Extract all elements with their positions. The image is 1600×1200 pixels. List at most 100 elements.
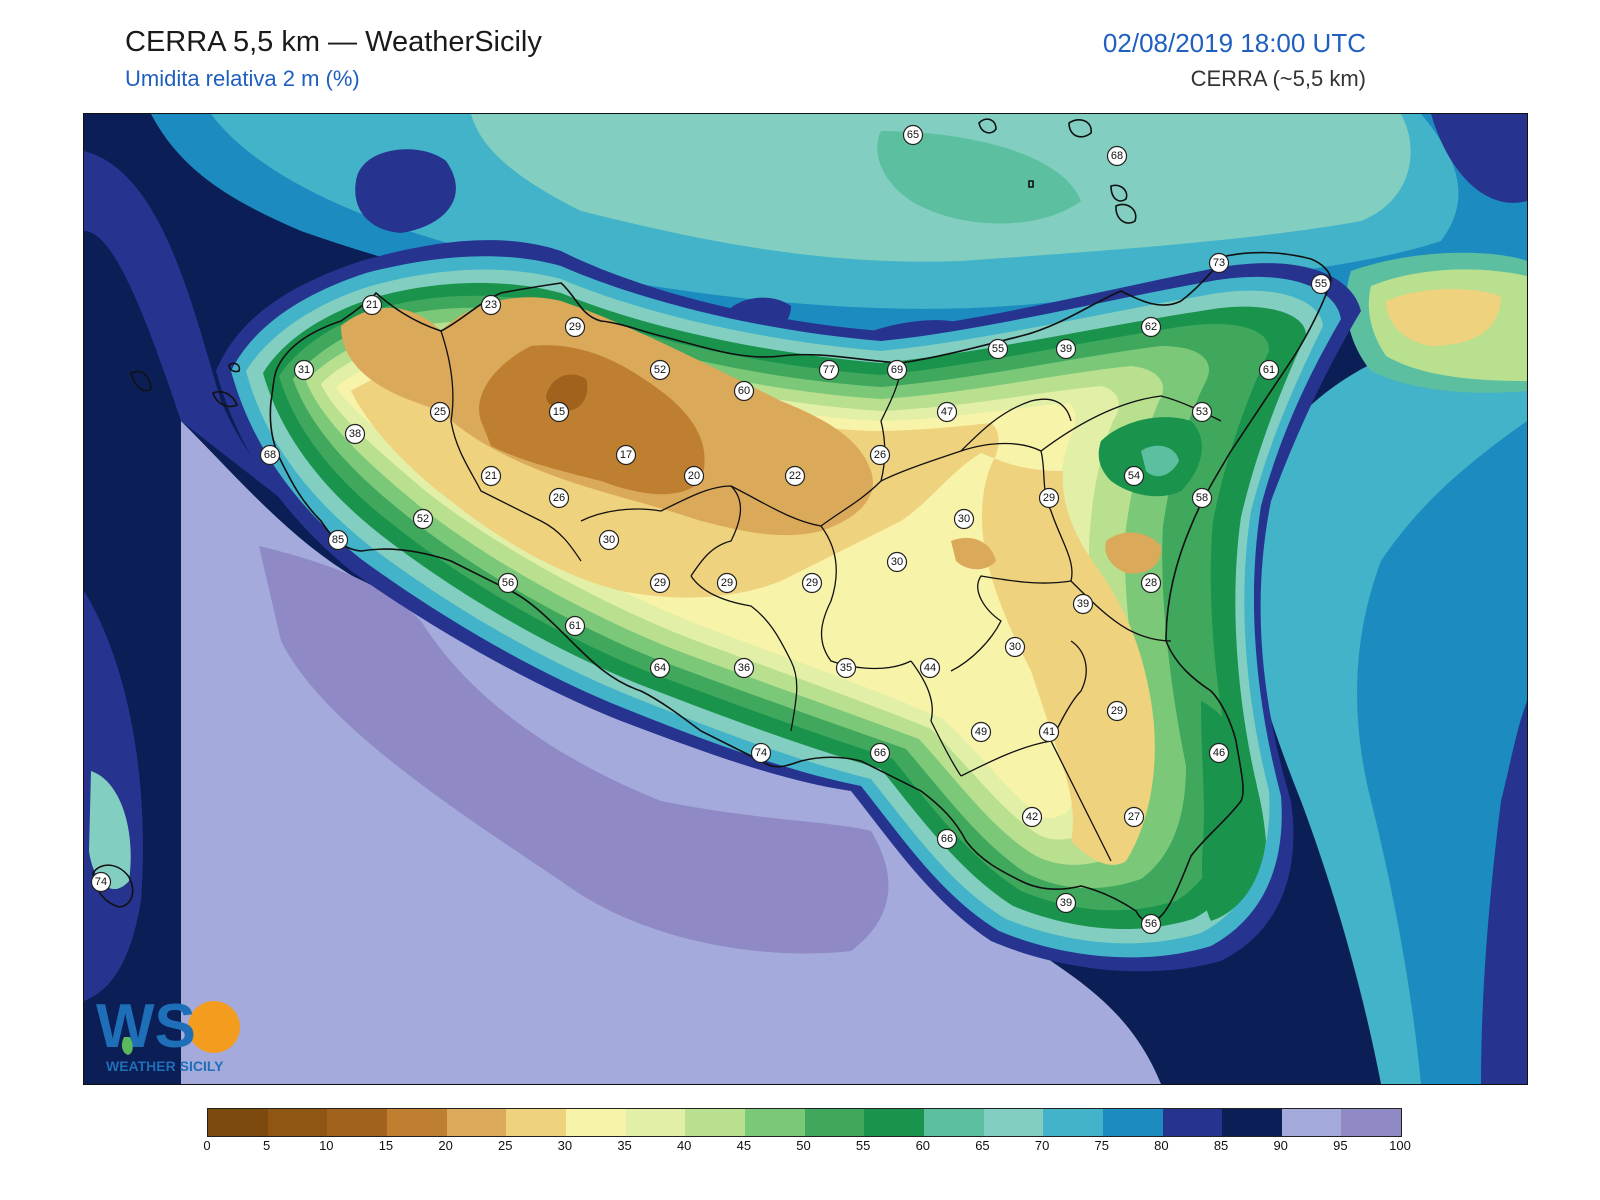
- station-marker[interactable]: 64: [649, 657, 671, 679]
- east-sea-band-80: [1357, 421, 1527, 1084]
- station-value: 22: [789, 470, 801, 482]
- station-marker[interactable]: 66: [936, 828, 958, 850]
- station-marker[interactable]: 30: [953, 508, 975, 530]
- station-marker[interactable]: 29: [649, 572, 671, 594]
- station-marker[interactable]: 30: [886, 551, 908, 573]
- colorbar-tick-label: 20: [438, 1138, 453, 1153]
- station-value: 55: [992, 343, 1004, 355]
- station-marker[interactable]: 61: [564, 615, 586, 637]
- station-marker[interactable]: 29: [1038, 487, 1060, 509]
- logo-letters: WS: [96, 992, 196, 1061]
- station-marker[interactable]: 52: [412, 508, 434, 530]
- east-sea-band-85: [1481, 701, 1527, 1084]
- station-marker[interactable]: 44: [919, 657, 941, 679]
- island-east-teal-patch: [1141, 445, 1179, 477]
- station-marker[interactable]: 30: [1004, 636, 1026, 658]
- valid-datetime: 02/08/2019 18:00 UTC: [1102, 28, 1366, 58]
- station-value: 69: [891, 364, 903, 376]
- station-value: 29: [654, 577, 666, 589]
- station-marker[interactable]: 66: [869, 742, 891, 764]
- station-marker[interactable]: 52: [649, 359, 671, 381]
- station-marker[interactable]: 68: [1106, 145, 1128, 167]
- station-marker[interactable]: 35: [835, 657, 857, 679]
- station-marker[interactable]: 41: [1038, 721, 1060, 743]
- station-value: 23: [485, 299, 497, 311]
- station-marker[interactable]: 21: [361, 294, 383, 316]
- colorbar-tick-label: 60: [915, 1138, 931, 1153]
- station-value: 39: [1060, 897, 1072, 909]
- station-marker[interactable]: 56: [1140, 913, 1162, 935]
- map-subtitle: Umidita relativa 2 m (%): [125, 66, 360, 91]
- station-value: 74: [755, 747, 767, 759]
- station-marker[interactable]: 61: [1258, 359, 1280, 381]
- station-value: 61: [569, 620, 581, 632]
- station-marker[interactable]: 29: [564, 316, 586, 338]
- station-marker[interactable]: 73: [1208, 252, 1230, 274]
- colorbar-tick-label: 5: [263, 1138, 271, 1153]
- station-marker[interactable]: 55: [987, 338, 1009, 360]
- station-marker[interactable]: 74: [750, 742, 772, 764]
- colorbar-cell: [446, 1109, 507, 1136]
- colorbar-tick-label: 95: [1333, 1138, 1348, 1153]
- model-label: CERRA (~5,5 km): [1190, 66, 1366, 91]
- station-value: 29: [806, 577, 818, 589]
- logo-leaf-icon: [121, 1037, 133, 1055]
- station-marker[interactable]: 69: [886, 359, 908, 381]
- station-marker[interactable]: 36: [733, 657, 755, 679]
- station-marker[interactable]: 60: [733, 380, 755, 402]
- station-value: 55: [1315, 278, 1327, 290]
- station-value: 15: [553, 406, 565, 418]
- station-marker[interactable]: 26: [548, 487, 570, 509]
- colorbar-cell: [1043, 1109, 1103, 1136]
- station-marker[interactable]: 21: [480, 465, 502, 487]
- station-value: 56: [502, 577, 514, 589]
- station-marker[interactable]: 15: [548, 401, 570, 423]
- station-marker[interactable]: 56: [497, 572, 519, 594]
- station-marker[interactable]: 58: [1191, 487, 1213, 509]
- station-marker[interactable]: 20: [683, 465, 705, 487]
- station-marker[interactable]: 42: [1021, 806, 1043, 828]
- station-marker[interactable]: 31: [293, 359, 315, 381]
- station-marker[interactable]: 29: [801, 572, 823, 594]
- province-borders: [440, 330, 1222, 862]
- station-marker[interactable]: 38: [344, 423, 366, 445]
- station-marker[interactable]: 46: [1208, 742, 1230, 764]
- station-marker[interactable]: 54: [1123, 465, 1145, 487]
- station-marker[interactable]: 39: [1072, 593, 1094, 615]
- station-marker[interactable]: 39: [1055, 338, 1077, 360]
- station-marker[interactable]: 65: [902, 124, 924, 146]
- station-marker[interactable]: 55: [1310, 273, 1332, 295]
- colorbar-tick-label: 65: [975, 1138, 990, 1153]
- station-marker[interactable]: 29: [716, 572, 738, 594]
- station-marker[interactable]: 25: [429, 401, 451, 423]
- station-marker[interactable]: 27: [1123, 806, 1145, 828]
- colorbar-tick-label: 35: [617, 1138, 632, 1153]
- station-marker[interactable]: 30: [598, 529, 620, 551]
- station-value: 26: [553, 492, 565, 504]
- station-marker[interactable]: 49: [970, 721, 992, 743]
- station-value: 68: [264, 449, 276, 461]
- west-coast-green: [89, 771, 131, 890]
- station-value: 29: [569, 321, 581, 333]
- station-marker[interactable]: 29: [1106, 700, 1128, 722]
- station-marker[interactable]: 26: [869, 444, 891, 466]
- station-marker[interactable]: 62: [1140, 316, 1162, 338]
- station-value: 25: [434, 406, 446, 418]
- station-value: 30: [958, 513, 970, 525]
- station-marker[interactable]: 68: [259, 444, 281, 466]
- humidity-map[interactable]: 65 68 73 55 21 23 29 62 55 39 31 52 77 69 61 60 25 15 47 53…: [83, 113, 1528, 1085]
- station-marker[interactable]: 74: [90, 871, 112, 893]
- sicily-coastline: [269, 251, 1332, 923]
- station-marker[interactable]: 85: [327, 529, 349, 551]
- station-marker[interactable]: 17: [615, 444, 637, 466]
- station-marker[interactable]: 22: [784, 465, 806, 487]
- station-marker[interactable]: 77: [818, 359, 840, 381]
- station-marker[interactable]: 53: [1191, 401, 1213, 423]
- station-marker[interactable]: 39: [1055, 892, 1077, 914]
- colorbar-cell: [1281, 1109, 1342, 1136]
- station-marker[interactable]: 23: [480, 294, 502, 316]
- station-value: 17: [620, 449, 632, 461]
- colorbar-tick-label: 15: [378, 1138, 394, 1153]
- station-marker[interactable]: 28: [1140, 572, 1162, 594]
- station-marker[interactable]: 47: [936, 401, 958, 423]
